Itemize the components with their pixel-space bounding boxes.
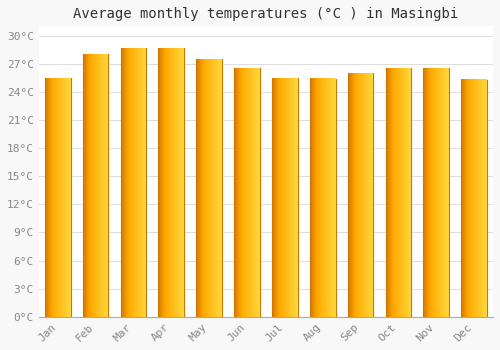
Bar	[462, 80, 487, 317]
Bar	[424, 69, 449, 317]
Bar	[45, 78, 70, 317]
Bar	[272, 78, 297, 317]
Bar	[386, 69, 411, 317]
Bar	[348, 73, 374, 317]
Bar	[120, 48, 146, 317]
Title: Average monthly temperatures (°C ) in Masingbi: Average monthly temperatures (°C ) in Ma…	[74, 7, 458, 21]
Bar	[310, 79, 336, 317]
Bar	[82, 54, 108, 317]
Bar	[234, 69, 260, 317]
Bar	[196, 59, 222, 317]
Bar	[158, 48, 184, 317]
